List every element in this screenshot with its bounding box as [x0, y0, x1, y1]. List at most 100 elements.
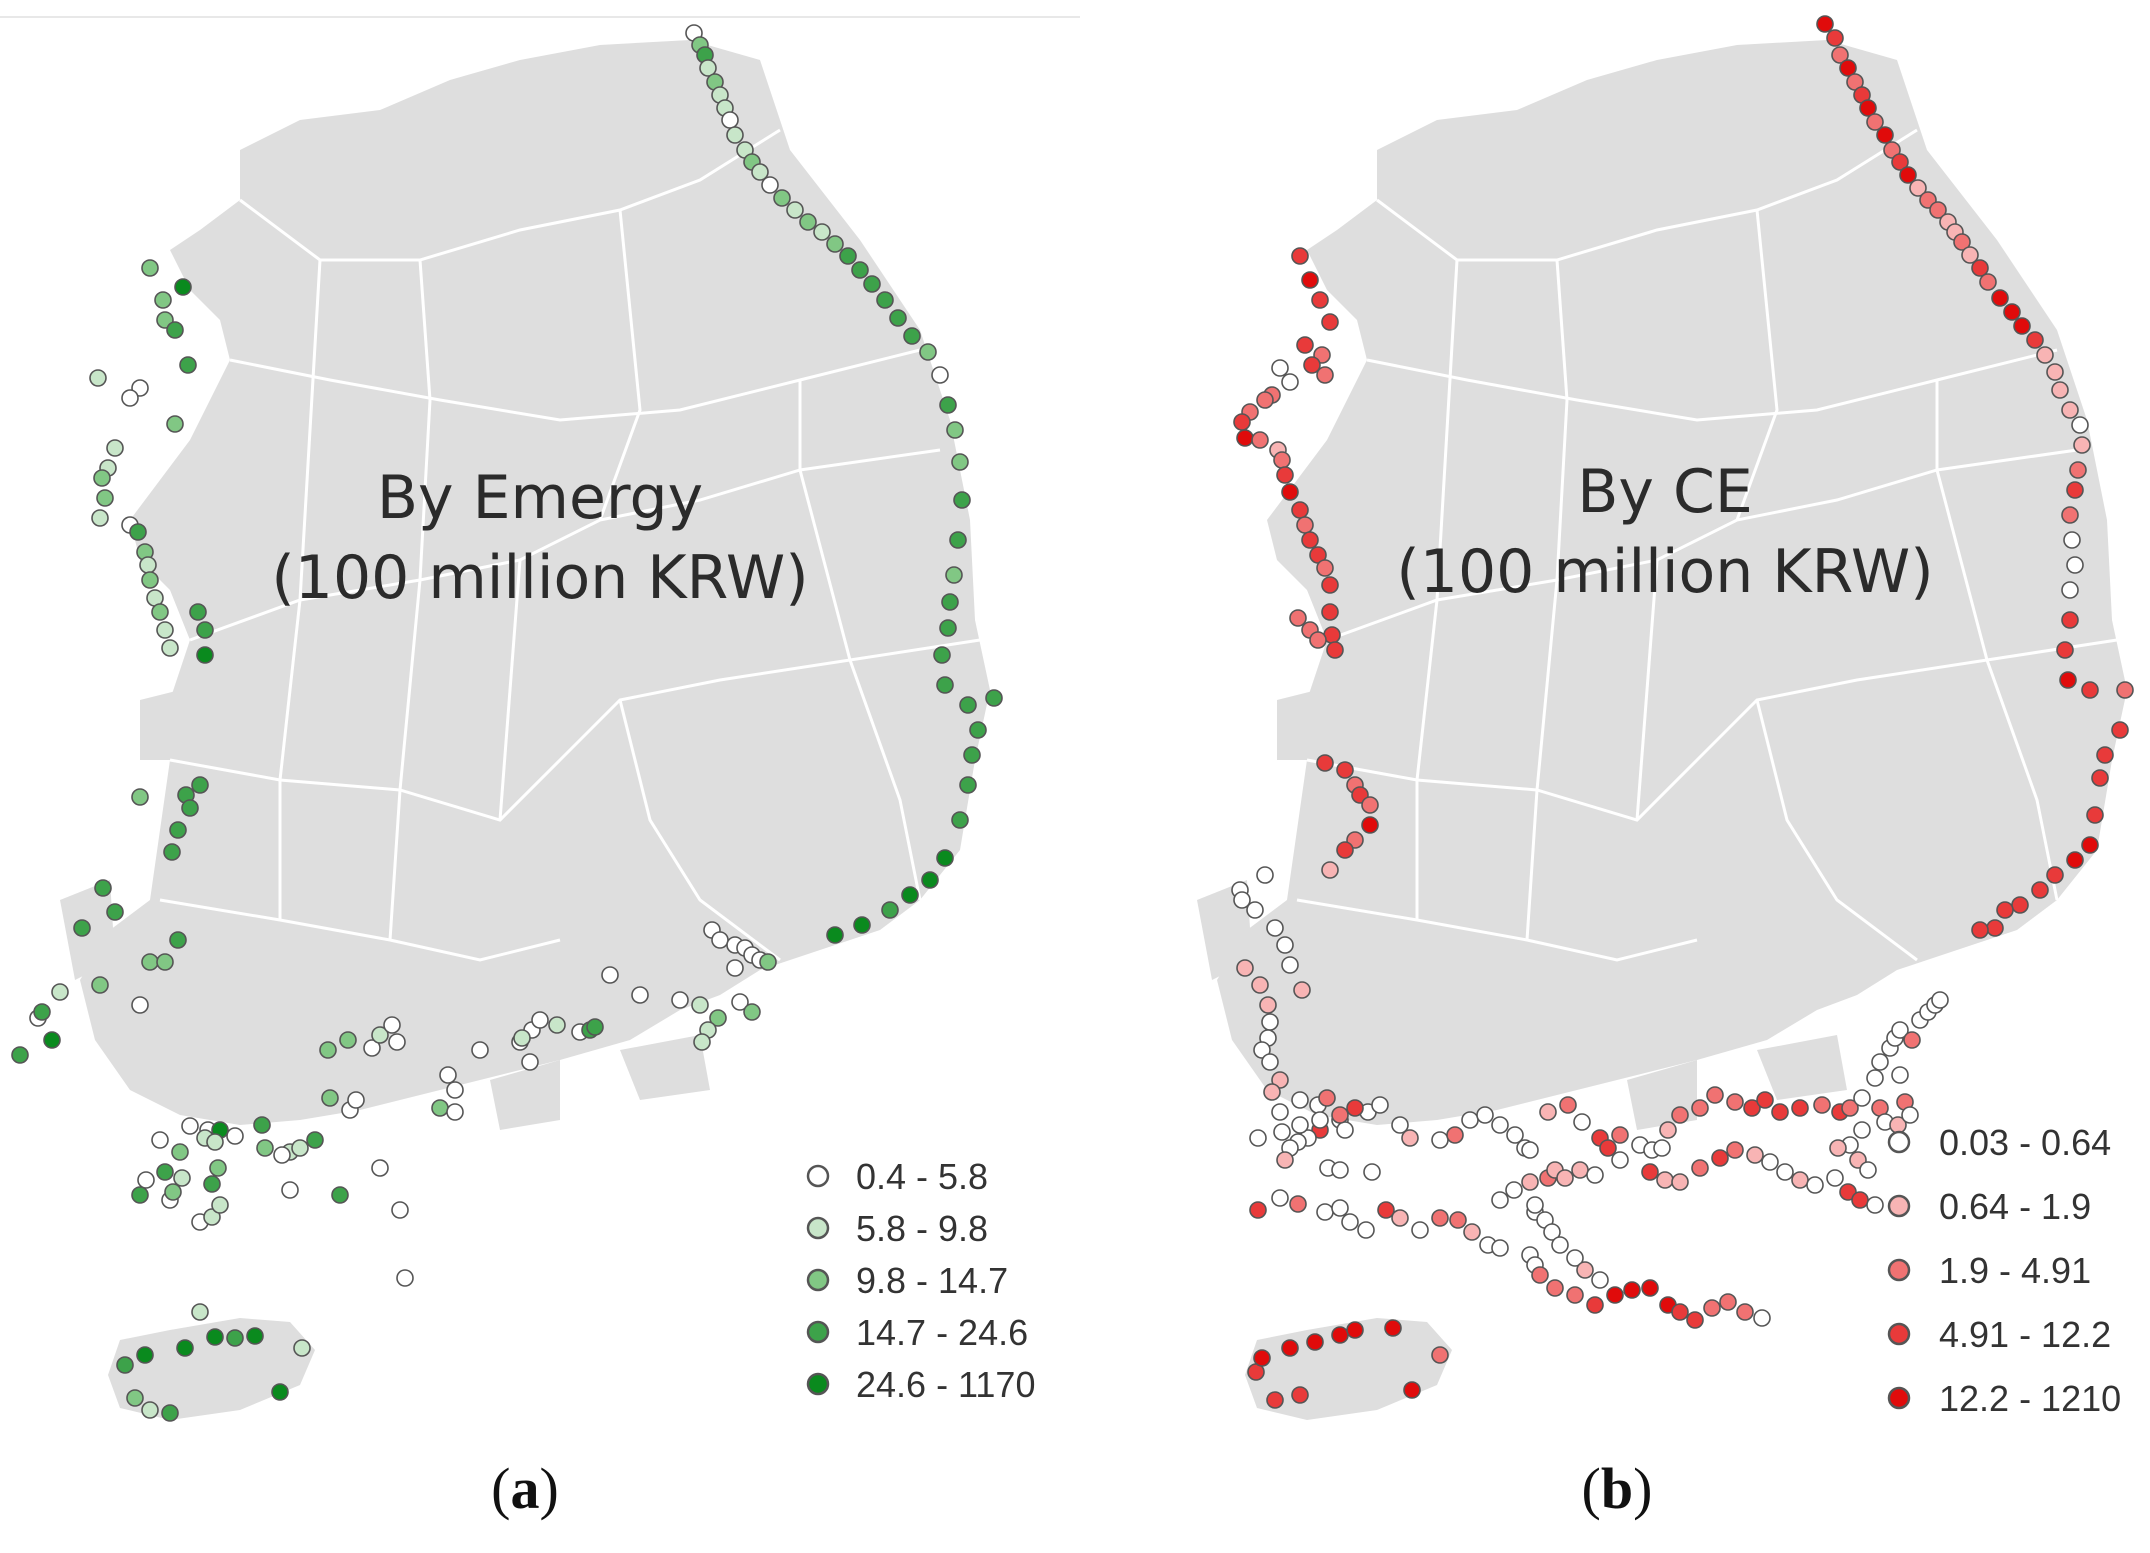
coastal-point — [331, 1186, 349, 1204]
legend-label: 0.03 - 0.64 — [1939, 1122, 2111, 1163]
coastal-point — [1431, 1209, 1449, 1227]
coastal-point — [946, 421, 964, 439]
legend-label: 1.9 - 4.91 — [1939, 1250, 2091, 1291]
legend-item: 0.4 - 5.8 — [806, 1156, 988, 1197]
coastal-point — [161, 639, 179, 657]
coastal-point — [171, 1143, 189, 1161]
coastal-point — [1691, 1159, 1709, 1177]
coastal-point — [281, 1181, 299, 1199]
coastal-point — [2046, 363, 2064, 381]
coastal-point — [1259, 996, 1277, 1014]
coastal-point — [761, 176, 779, 194]
coastal-point — [1271, 1103, 1289, 1121]
coastal-point — [1346, 1321, 1364, 1339]
coastal-point — [1491, 1116, 1509, 1134]
coastal-point — [853, 916, 871, 934]
coastal-point — [693, 1033, 711, 1051]
legend-label: 12.2 - 1210 — [1939, 1378, 2121, 1419]
coastal-point — [2081, 681, 2099, 699]
coastal-point — [1336, 841, 1354, 859]
coastal-point — [169, 821, 187, 839]
coastal-point — [2063, 531, 2081, 549]
coastal-point — [1276, 1151, 1294, 1169]
coastal-point — [751, 163, 769, 181]
coastal-point — [2073, 436, 2091, 454]
coastal-point — [1321, 313, 1339, 331]
coastal-point — [1331, 1326, 1349, 1344]
coastal-point — [1256, 866, 1274, 884]
coastal-point — [126, 1389, 144, 1407]
coastal-point — [211, 1196, 229, 1214]
coastal-point — [1551, 1236, 1569, 1254]
coastal-point — [131, 1186, 149, 1204]
coastal-point — [439, 1066, 457, 1084]
coastal-point — [446, 1103, 464, 1121]
coastal-point — [1316, 754, 1334, 772]
coastal-point — [1961, 246, 1979, 264]
coastal-point — [1953, 233, 1971, 251]
coastal-point — [1576, 1261, 1594, 1279]
coastal-point — [1726, 1141, 1744, 1159]
coastal-point — [2031, 881, 2049, 899]
coastal-point — [1909, 179, 1927, 197]
korea-landmass — [60, 40, 990, 1420]
coastal-point — [1641, 1279, 1659, 1297]
coastal-point — [471, 1041, 489, 1059]
caption-a: (a) — [491, 1456, 559, 1521]
coastal-point — [2061, 611, 2079, 629]
coastal-point — [179, 356, 197, 374]
coastal-point — [1411, 1221, 1429, 1239]
coastal-point — [1611, 1151, 1629, 1169]
coastal-point — [2066, 481, 2084, 499]
coastal-point — [1331, 1199, 1349, 1217]
legend-item: 1.9 - 4.91 — [1887, 1250, 2091, 1291]
coastal-point — [743, 1003, 761, 1021]
coastal-point — [1573, 1113, 1591, 1131]
coastal-point — [1357, 1221, 1375, 1239]
coastal-point — [137, 1171, 155, 1189]
coastal-point — [1291, 1116, 1309, 1134]
coastal-point — [959, 776, 977, 794]
coastal-point — [1391, 1209, 1409, 1227]
coastal-point — [2091, 769, 2109, 787]
legend-item: 14.7 - 24.6 — [806, 1312, 1028, 1353]
coastal-point — [1866, 1069, 1884, 1087]
coastal-point — [1311, 1111, 1329, 1129]
legend-item: 12.2 - 1210 — [1887, 1378, 2121, 1419]
coastal-point — [1776, 1163, 1794, 1181]
coastal-point — [2061, 506, 2079, 524]
coastal-point — [2011, 896, 2029, 914]
coastal-point — [319, 1041, 337, 1059]
coastal-point — [1281, 956, 1299, 974]
coastal-point — [226, 1329, 244, 1347]
coastal-point — [936, 676, 954, 694]
coastal-point — [1363, 1163, 1381, 1181]
coastal-point — [1331, 1106, 1349, 1124]
coastal-point — [166, 415, 184, 433]
coastal-point — [881, 901, 899, 919]
coastal-point — [1606, 1286, 1624, 1304]
legend-item: 9.8 - 14.7 — [806, 1260, 1008, 1301]
coastal-point — [1851, 1191, 1869, 1209]
legend-swatch — [1887, 1130, 1911, 1154]
coastal-point — [1539, 1103, 1557, 1121]
caption-b: (b) — [1582, 1456, 1653, 1521]
coastal-point — [173, 1169, 191, 1187]
coastal-point — [1876, 126, 1894, 144]
coastal-point — [721, 111, 739, 129]
coastal-point — [1761, 1153, 1779, 1171]
legend-swatch — [806, 1268, 830, 1292]
coastal-point — [1883, 141, 1901, 159]
coastal-point — [1726, 1093, 1744, 1111]
coastal-point — [371, 1159, 389, 1177]
coastal-point — [1318, 1089, 1336, 1107]
coastal-point — [1296, 336, 1314, 354]
coastal-point — [1249, 1201, 1267, 1219]
coastal-point — [1273, 1123, 1291, 1141]
coastal-point — [1291, 1386, 1309, 1404]
coastal-point — [1266, 1391, 1284, 1409]
coastal-point — [1521, 1141, 1539, 1159]
coastal-point — [1346, 1099, 1364, 1117]
coastal-point — [2046, 866, 2064, 884]
coastal-point — [951, 811, 969, 829]
